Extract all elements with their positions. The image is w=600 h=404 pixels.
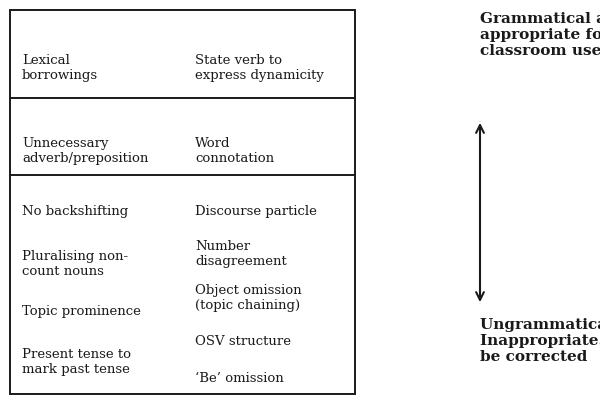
Text: Word
connotation: Word connotation — [195, 137, 274, 165]
Text: OSV structure: OSV structure — [195, 335, 291, 348]
Text: Topic prominence: Topic prominence — [22, 305, 141, 318]
Text: Number
disagreement: Number disagreement — [195, 240, 287, 268]
Text: Unnecessary
adverb/preposition: Unnecessary adverb/preposition — [22, 137, 148, 165]
Text: State verb to
express dynamicity: State verb to express dynamicity — [195, 54, 324, 82]
Text: Grammatical and
appropriate for formal
classroom use: Grammatical and appropriate for formal c… — [480, 12, 600, 59]
Text: No backshifting: No backshifting — [22, 205, 128, 218]
Text: ‘Be’ omission: ‘Be’ omission — [195, 372, 284, 385]
Text: Discourse particle: Discourse particle — [195, 205, 317, 218]
Text: Object omission
(topic chaining): Object omission (topic chaining) — [195, 284, 302, 312]
Bar — [10, 10, 355, 394]
Text: Pluralising non-
count nouns: Pluralising non- count nouns — [22, 250, 128, 278]
Text: Present tense to
mark past tense: Present tense to mark past tense — [22, 348, 131, 376]
Text: Lexical
borrowings: Lexical borrowings — [22, 54, 98, 82]
Text: Ungrammatical and
Inappropriate. Will
be corrected: Ungrammatical and Inappropriate. Will be… — [480, 318, 600, 364]
